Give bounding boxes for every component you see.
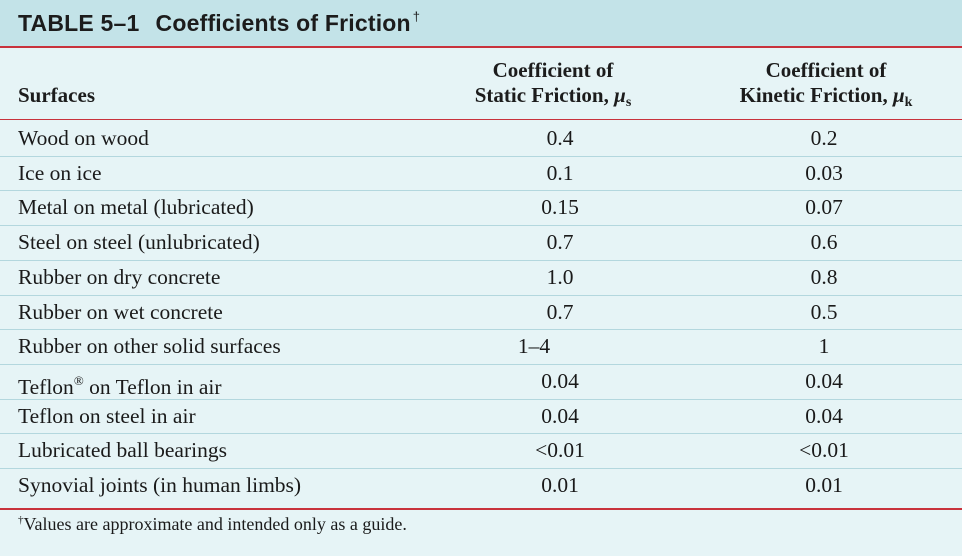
cell-kinetic: 1 (818, 334, 830, 359)
cell-kinetic: 0.04 (805, 403, 843, 428)
mu-subscript: k (904, 95, 913, 110)
cell-static: 0.04 (541, 368, 579, 393)
row-separator (0, 433, 962, 435)
registered-mark: ® (73, 372, 84, 388)
cell-static: 1–4 (517, 334, 551, 359)
cell-static: 1.0 (546, 264, 574, 289)
table-row: Lubricated ball bearings <0.01 <0.01 (0, 433, 962, 468)
row-separator (0, 363, 962, 365)
table-header: Surfaces Coefficient of Static Friction,… (0, 50, 962, 118)
cell-kinetic: 0.5 (810, 299, 838, 324)
cell-kinetic: 0.04 (805, 368, 843, 393)
table-row: Synovial joints (in human limbs) 0.01 0.01 (0, 468, 962, 503)
table-row: Metal on metal (lubricated) 0.15 0.07 (0, 190, 962, 225)
table-row: Teflon® on Teflon in air 0.04 0.04 (0, 364, 962, 399)
table-row: Rubber on other solid surfaces 1–4 1 (0, 329, 962, 364)
cell-kinetic: 0.07 (805, 195, 843, 220)
row-separator (0, 190, 962, 192)
title-rule (0, 46, 962, 48)
cell-kinetic: 0.01 (805, 473, 843, 497)
cell-kinetic: 0.6 (810, 230, 838, 255)
header-rule (0, 119, 962, 120)
cell-surface-text: Teflon (18, 374, 74, 399)
header-kinetic-line2: Kinetic Friction, μk (696, 83, 956, 115)
header-static-line2: Static Friction, μs (430, 83, 676, 115)
cell-static: 0.1 (546, 160, 574, 185)
mu-symbol: μ (892, 83, 905, 107)
cell-static: 0.15 (541, 195, 579, 220)
table-title-text: Coefficients of Friction (155, 10, 411, 36)
footnote-text: Values are approximate and intended only… (23, 514, 407, 534)
table-row: Wood on wood 0.4 0.2 (0, 121, 962, 156)
table-title-bar: TABLE 5–1 Coefficients of Friction † (0, 0, 962, 46)
mu-symbol: μ (614, 83, 626, 107)
cell-kinetic: <0.01 (799, 438, 849, 463)
footnote-dagger: † (18, 514, 24, 526)
row-separator (0, 155, 962, 157)
footnote: †Values are approximate and intended onl… (18, 514, 407, 535)
cell-static: 0.04 (541, 403, 579, 428)
header-kinetic-label: Kinetic Friction, (739, 83, 888, 107)
table-row: Rubber on dry concrete 1.0 0.8 (0, 260, 962, 295)
cell-surface-text: Metal on metal (lubricated) (18, 195, 254, 220)
header-static-friction: Coefficient of Static Friction, μs (430, 58, 676, 115)
cell-kinetic: 0.2 (810, 126, 838, 150)
cell-surface-text: Rubber on wet concrete (18, 299, 223, 324)
cell-surface-text: Ice on ice (18, 160, 102, 185)
cell-static: 0.7 (546, 230, 574, 255)
bottom-rule (0, 508, 962, 510)
mu-subscript: s (625, 95, 632, 110)
cell-surface: Rubber on dry concrete (18, 260, 220, 295)
title-dagger: † (412, 9, 421, 24)
cell-surface-text: Rubber on dry concrete (18, 264, 221, 289)
cell-surface-text: Lubricated ball bearings (18, 438, 227, 463)
header-kinetic-friction: Coefficient of Kinetic Friction, μk (696, 58, 956, 115)
table-row: Rubber on wet concrete 0.7 0.5 (0, 295, 962, 330)
cell-surface: Teflon on steel in air (18, 399, 196, 434)
table-row: Steel on steel (unlubricated) 0.7 0.6 (0, 225, 962, 260)
header-surfaces: Surfaces (18, 83, 95, 107)
cell-kinetic: 0.8 (810, 264, 838, 289)
cell-surface-text: Teflon on steel in air (18, 403, 196, 428)
cell-surface-text-rest: on Teflon in air (83, 374, 222, 399)
cell-static: <0.01 (535, 438, 585, 463)
cell-static: 0.4 (546, 126, 574, 150)
cell-static: 0.01 (541, 473, 579, 497)
header-static-label: Static Friction, (474, 83, 609, 107)
table-row: Ice on ice 0.1 0.03 (0, 156, 962, 191)
cell-surface: Ice on ice (18, 156, 102, 191)
table-number: TABLE 5–1 (18, 10, 140, 36)
row-separator (0, 468, 962, 469)
cell-surface: Synovial joints (in human limbs) (18, 468, 301, 503)
cell-surface: Rubber on wet concrete (18, 295, 223, 330)
cell-surface-text: Synovial joints (in human limbs) (18, 473, 302, 497)
cell-surface: Steel on steel (unlubricated) (18, 225, 260, 260)
table-title: TABLE 5–1 Coefficients of Friction † (18, 9, 420, 37)
row-separator (0, 259, 962, 261)
row-separator (0, 225, 962, 227)
cell-static: 0.7 (546, 299, 574, 324)
row-separator (0, 294, 962, 296)
cell-surface-text: Steel on steel (unlubricated) (18, 230, 260, 255)
row-separator (0, 329, 962, 331)
row-separator (0, 398, 962, 400)
cell-surface: Teflon® on Teflon in air (18, 364, 222, 405)
cell-surface: Wood on wood (18, 121, 149, 156)
table-row: Teflon on steel in air 0.04 0.04 (0, 399, 962, 434)
cell-surface: Lubricated ball bearings (18, 433, 227, 468)
header-kinetic-line1: Coefficient of (765, 58, 887, 82)
cell-surface: Rubber on other solid surfaces (18, 329, 281, 364)
cell-surface: Metal on metal (lubricated) (18, 190, 254, 225)
header-static-line1: Coefficient of (492, 58, 614, 82)
cell-kinetic: 0.03 (805, 160, 843, 185)
cell-surface-text: Rubber on other solid surfaces (18, 334, 281, 359)
cell-surface-text: Wood on wood (18, 126, 149, 150)
